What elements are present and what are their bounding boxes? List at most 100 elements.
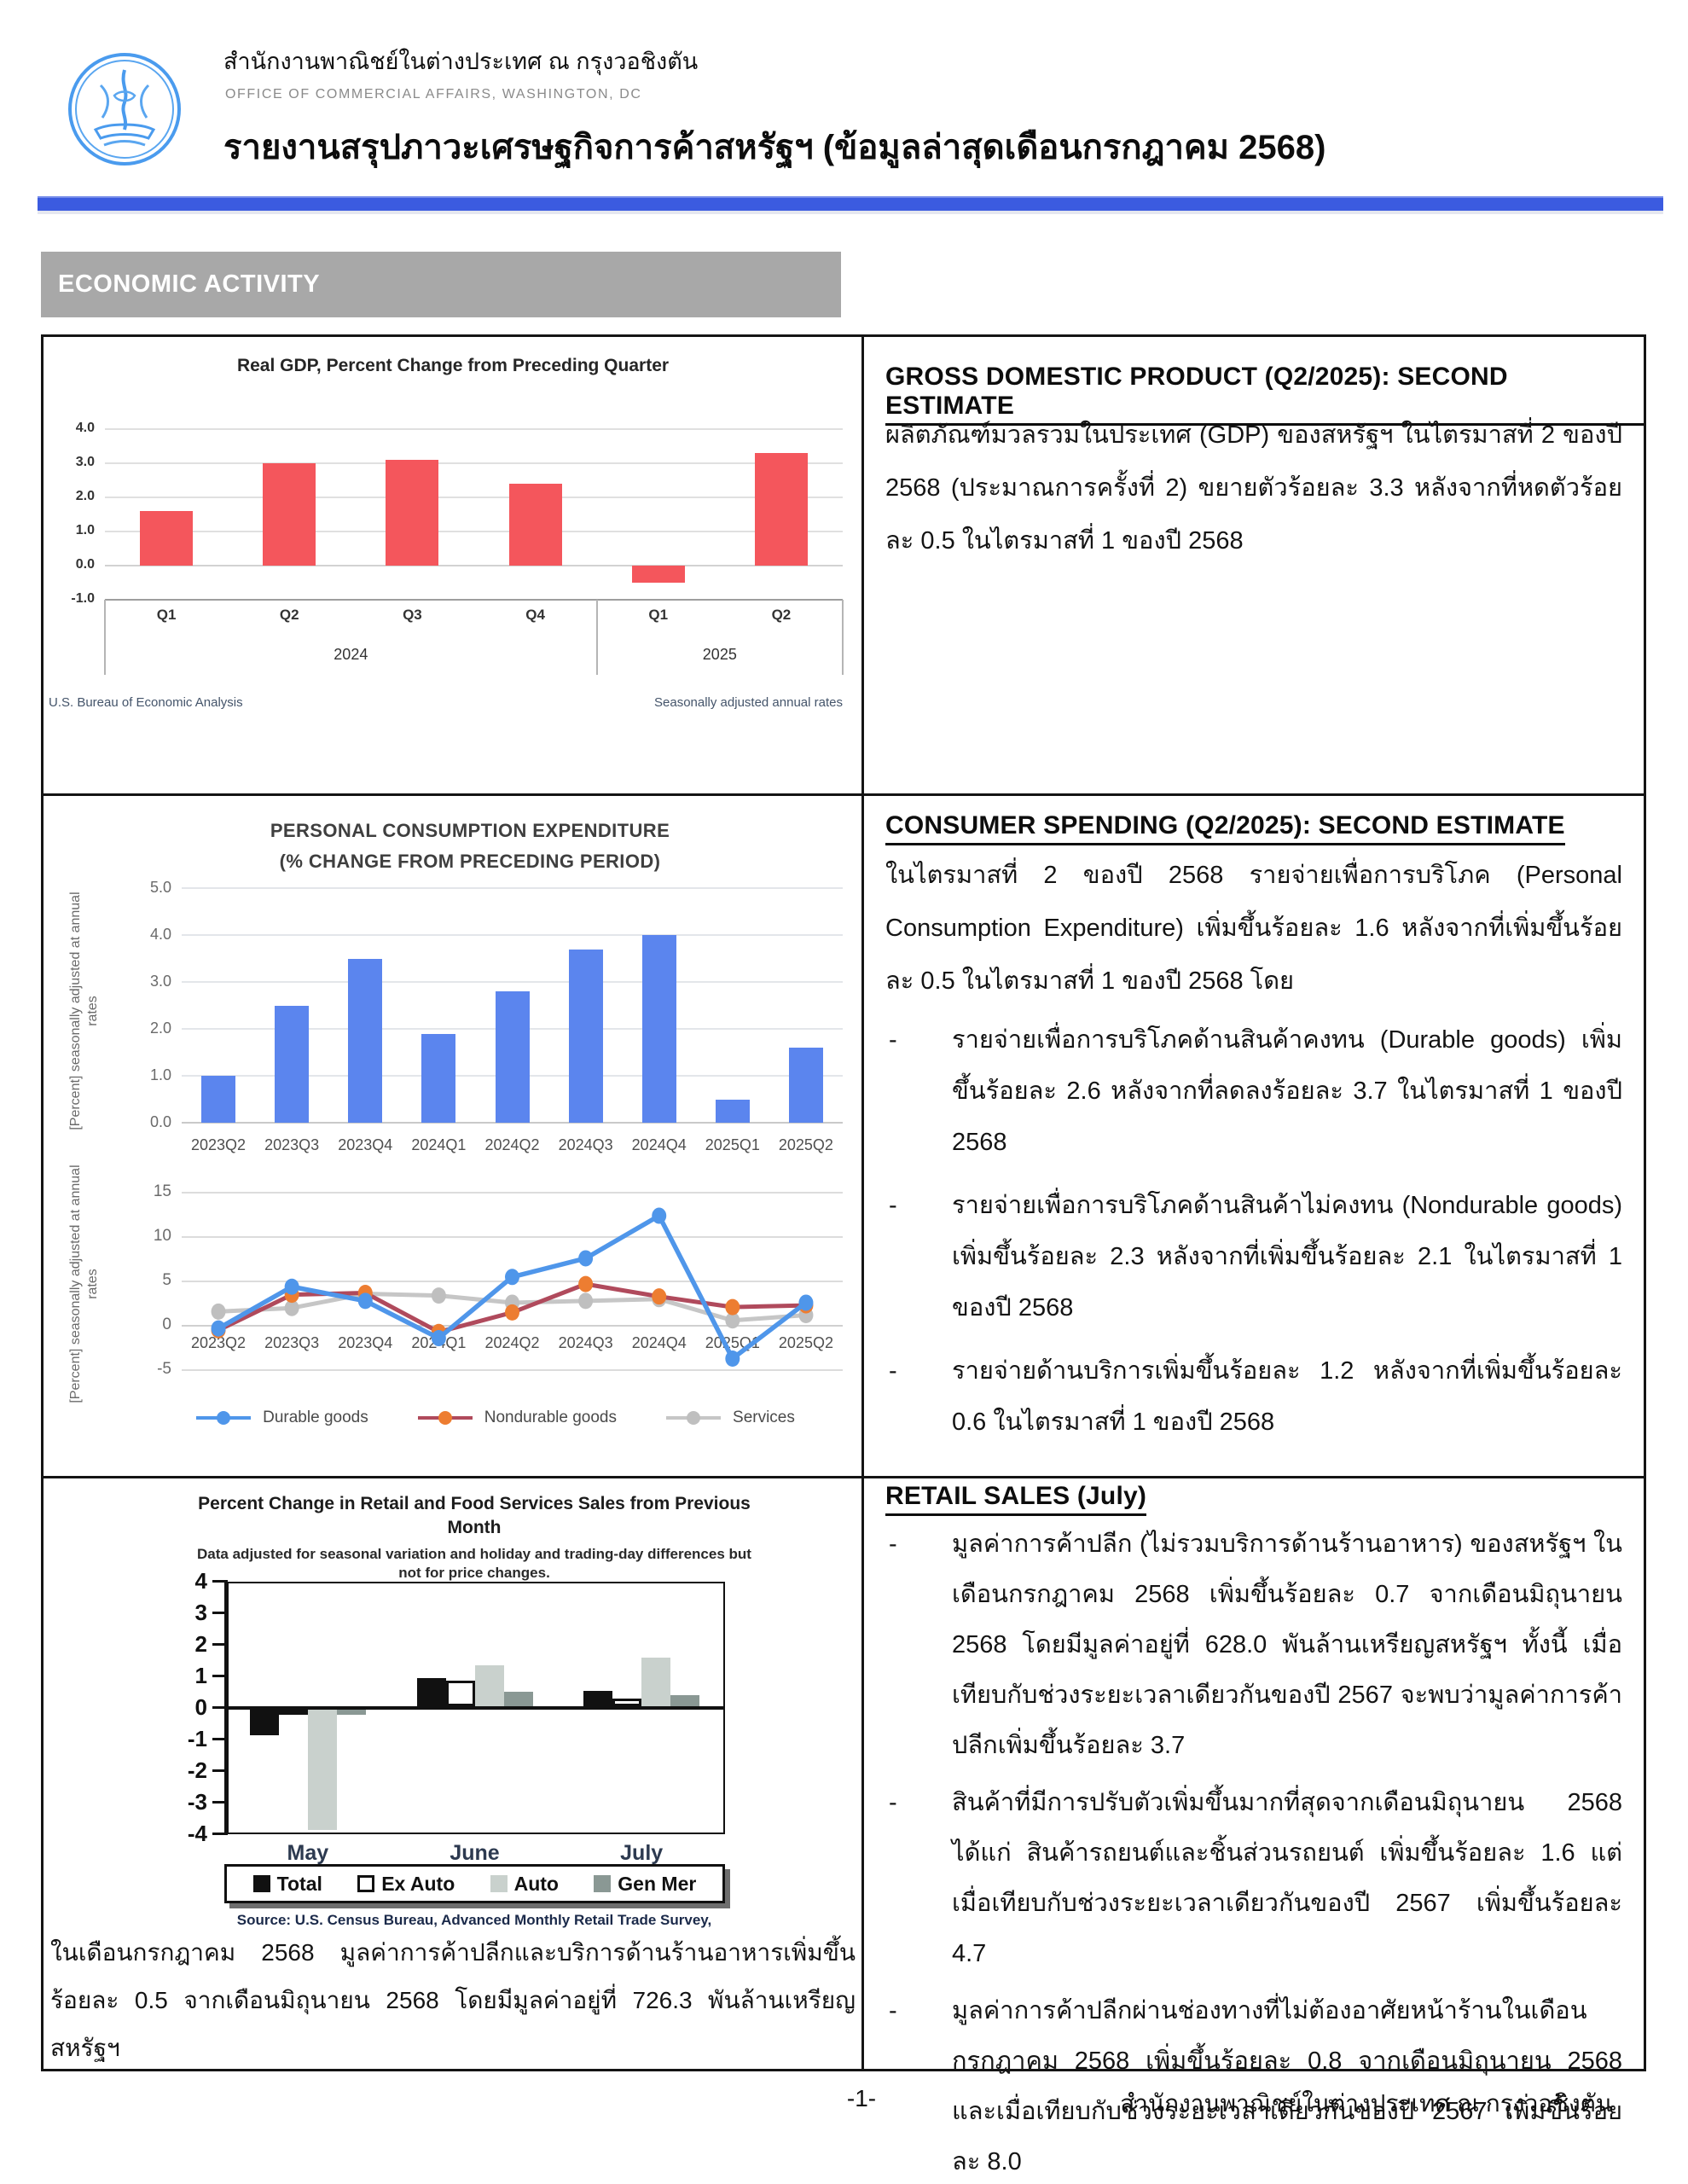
retail-plot-area: 4 3 2 1 0 -1 -2 -3 -4 May June July xyxy=(44,1478,861,2069)
retail-chart-title: Percent Change in Retail and Food Servic… xyxy=(198,1494,751,1537)
bullet-item: - มูลค่าการค้าปลีกผ่านช่องทางที่ไม่ต้องอา… xyxy=(885,1986,1622,2184)
pce-bar-xtick-label: 2024Q1 xyxy=(411,1136,467,1153)
bullet-dash: - xyxy=(889,1192,897,1219)
gdp-xtick-label: Q1 xyxy=(156,607,177,623)
pce-charts-cell: PERSONAL CONSUMPTION EXPENDITURE (% CHAN… xyxy=(44,796,861,1476)
retail-bar xyxy=(612,1698,642,1706)
consumer-bullet-list: - รายจ่ายเพื่อการบริโภคด้านสินค้าคงทน (Du… xyxy=(885,1014,1622,1460)
pce-line-legend: Durable goods Nondurable goods Services xyxy=(146,1409,845,1427)
column-divider xyxy=(861,337,864,2069)
pce-line-gridline xyxy=(182,1369,843,1371)
gdp-axis-tick-line xyxy=(595,600,598,675)
legend-label: Durable goods xyxy=(263,1409,368,1426)
legend-item: Nondurable goods xyxy=(417,1409,617,1427)
pce-bar xyxy=(348,958,383,1123)
pce-bar-xtick-label: 2023Q4 xyxy=(338,1136,393,1153)
legend-item: Total xyxy=(252,1873,322,1896)
pce-bar-ytick-label: 3.0 xyxy=(149,973,171,990)
pce-bar xyxy=(568,949,603,1123)
gdp-bar xyxy=(754,453,808,566)
pce-bar-xtick-label: 2025Q1 xyxy=(705,1136,760,1153)
pce-line-gridline xyxy=(182,1325,843,1327)
pce-bar xyxy=(641,935,676,1123)
pce-line-ytick-label: 5 xyxy=(162,1271,171,1289)
pce-bar xyxy=(715,1099,750,1123)
gdp-ytick-label: 1.0 xyxy=(75,523,95,537)
retail-ytick-mark xyxy=(212,1706,228,1709)
gdp-bar xyxy=(263,463,316,566)
bullet-item: - มูลค่าการค้าปลีก (ไม่รวมบริการด้านร้านอ… xyxy=(885,1519,1622,1771)
legend-swatch xyxy=(252,1875,270,1892)
retail-ytick-mark xyxy=(212,1675,228,1677)
pce-bar-xtick-label: 2024Q3 xyxy=(558,1136,613,1153)
gdp-text-cell: GROSS DOMESTIC PRODUCT (Q2/2025): SECOND… xyxy=(864,337,1644,793)
bullet-item: - รายจ่ายเพื่อการบริโภคด้านสินค้าไม่คงทน … xyxy=(885,1180,1622,1333)
bullet-text: มูลค่าการค้าปลีกผ่านช่องทางที่ไม่ต้องอาศ… xyxy=(952,1997,1622,2175)
legend-item: Durable goods xyxy=(196,1409,368,1427)
retail-bar xyxy=(474,1664,504,1706)
retail-ytick-label: 4 xyxy=(194,1568,207,1594)
gdp-year-label: 2025 xyxy=(702,646,737,663)
report-table: Real GDP, Percent Change from Preceding … xyxy=(41,334,1646,2175)
row-divider xyxy=(44,793,1644,796)
pce-line-ytick-label: 0 xyxy=(162,1316,171,1333)
retail-bar xyxy=(641,1657,671,1706)
pce-bar-ytick-label: 0.0 xyxy=(149,1113,171,1130)
retail-chart-cell: Percent Change in Retail and Food Servic… xyxy=(44,1478,861,2069)
page-title: รายงานสรุปภาวะเศรษฐกิจการค้าสหรัฐฯ (ข้อม… xyxy=(223,129,1326,166)
bullet-text: สินค้าที่มีการปรับตัวเพิ่มขึ้นมากที่สุดจ… xyxy=(952,1789,1622,1967)
pce-line-plot-area: 15 10 5 0 -5 2023Q2 2023Q3 2023Q4 2024Q1 2024Q2 20… xyxy=(44,796,861,1476)
bullet-dash: - xyxy=(889,1789,897,1816)
pce-bar xyxy=(275,1005,310,1123)
gdp-bar xyxy=(631,566,685,583)
legend-label: Auto xyxy=(513,1872,559,1895)
pce-line-xtick-label: 2023Q3 xyxy=(264,1334,320,1351)
gdp-xtick-label: Q3 xyxy=(403,607,422,623)
pce-bar xyxy=(495,991,530,1123)
pce-line-ytick-label: 15 xyxy=(153,1182,171,1200)
legend-item: Services xyxy=(666,1409,795,1427)
gdp-xtick-label: Q2 xyxy=(279,607,299,623)
retail-bullet-list: - มูลค่าการค้าปลีก (ไม่รวมบริการด้านร้านอ… xyxy=(885,1519,1622,2184)
retail-bar xyxy=(336,1710,366,1715)
retail-ytick-mark xyxy=(212,1833,228,1835)
retail-ytick-label: -1 xyxy=(187,1726,207,1751)
consumer-text-cell: CONSUMER SPENDING (Q2/2025): SECOND ESTI… xyxy=(864,796,1644,1476)
row-divider xyxy=(44,1476,1644,1478)
legend-item: Ex Auto xyxy=(357,1873,455,1896)
bullet-text: รายจ่ายเพื่อการบริโภคด้านสินค้าคงทน (Dur… xyxy=(952,1026,1622,1156)
pce-chart-subtitle: (% CHANGE FROM PRECEDING PERIOD) xyxy=(279,851,661,872)
pce-bar xyxy=(788,1048,823,1123)
pce-line-xtick-label: 2023Q4 xyxy=(338,1334,393,1351)
legend-line-swatch xyxy=(417,1411,473,1425)
gdp-gridline xyxy=(105,497,843,498)
legend-item: Auto xyxy=(490,1873,559,1896)
retail-bar xyxy=(278,1710,308,1715)
retail-month-label: July xyxy=(620,1841,664,1865)
gdp-chart: Real GDP, Percent Change from Preceding … xyxy=(44,337,861,793)
legend-swatch xyxy=(490,1875,508,1892)
bullet-item: - รายจ่ายด้านบริการเพิ่มขึ้นร้อยละ 1.2 หล… xyxy=(885,1345,1622,1448)
section-banner: ECONOMIC ACTIVITY xyxy=(41,252,841,317)
legend-swatch xyxy=(594,1875,612,1892)
gdp-bar xyxy=(386,460,439,566)
retail-ytick-label: -2 xyxy=(187,1757,207,1783)
legend-label: Ex Auto xyxy=(381,1872,455,1895)
retail-ytick-mark xyxy=(212,1612,228,1614)
pce-bar-xtick-label: 2024Q4 xyxy=(631,1136,687,1153)
bullet-dash: - xyxy=(889,1997,897,2024)
gdp-heading: GROSS DOMESTIC PRODUCT (Q2/2025): SECOND… xyxy=(885,363,1644,426)
pce-bar-plot-area: 5.0 4.0 3.0 2.0 1.0 0.0 2023Q2 2023Q3 2023Q4 2024… xyxy=(44,796,861,1171)
gdp-gridline xyxy=(105,565,843,566)
pce-line-xtick-label: 2023Q2 xyxy=(191,1334,247,1351)
pce-bar-ytick-label: 4.0 xyxy=(149,926,171,943)
retail-left-note: ในเดือนกรกฎาคม 2568 มูลค่าการค้าปลีกและบ… xyxy=(50,1939,856,2061)
pce-line-gridline xyxy=(182,1236,843,1238)
bullet-dash: - xyxy=(889,1531,897,1558)
gdp-axis-tick-line xyxy=(842,600,844,675)
gdp-axis-tick-line xyxy=(104,600,106,675)
page-number: -1- xyxy=(846,2085,877,2111)
retail-legend: Total Ex Auto Auto Gen Mer xyxy=(224,1864,725,1903)
pce-bar-ytick-label: 1.0 xyxy=(149,1066,171,1083)
bullet-text: รายจ่ายเพื่อการบริโภคด้านสินค้าไม่คงทน (… xyxy=(952,1192,1622,1321)
